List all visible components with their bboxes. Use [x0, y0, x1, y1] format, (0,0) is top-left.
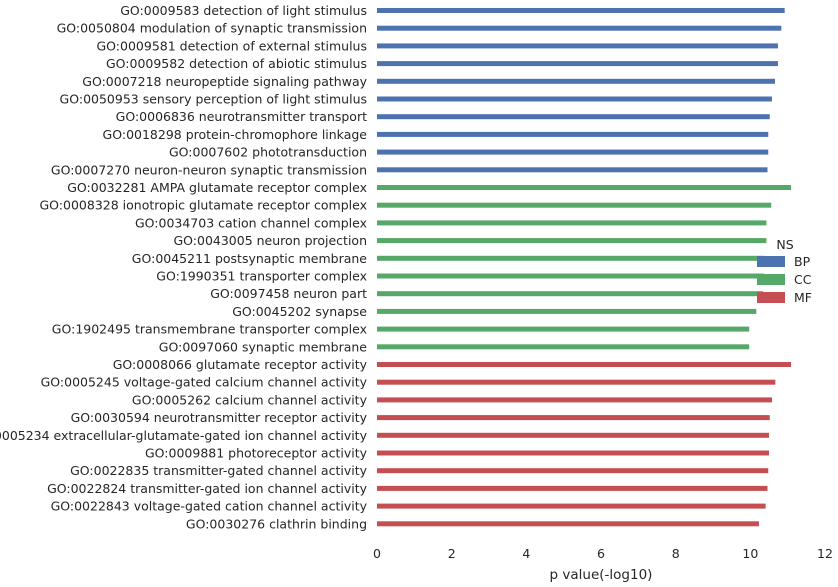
- bar-cc: [377, 291, 764, 297]
- category-label: GO:0097060 synaptic membrane: [159, 339, 368, 354]
- x-tick-label: 0: [373, 546, 381, 561]
- legend-swatch-cc: [757, 274, 785, 285]
- x-tick-label: 2: [448, 546, 456, 561]
- bar-cc: [377, 308, 757, 314]
- category-label: GO:0097458 neuron part: [210, 286, 367, 301]
- category-label: GO:0007602 phototransduction: [169, 145, 367, 160]
- category-label: GO:0022843 voltage-gated cation channel …: [51, 499, 368, 514]
- legend-label-cc: CC: [794, 272, 812, 287]
- category-label: GO:0005262 calcium channel activity: [132, 392, 368, 407]
- bar-cc: [377, 273, 764, 279]
- bar-mf: [377, 362, 792, 367]
- bar-bp: [377, 167, 768, 173]
- bar-cc: [377, 326, 750, 332]
- bar-mf: [377, 379, 776, 385]
- legend-title: NS: [776, 237, 793, 252]
- bar-bp: [377, 8, 785, 13]
- bar-bp: [377, 78, 775, 84]
- bar-bp: [377, 131, 769, 137]
- x-tick-label: 8: [672, 546, 680, 561]
- legend-swatch-bp: [757, 256, 785, 267]
- bar-cc: [377, 238, 767, 244]
- bars-layer: [377, 8, 792, 527]
- bar-bp: [377, 149, 769, 155]
- bar-mf: [377, 397, 772, 403]
- legend-label-mf: MF: [794, 290, 812, 305]
- bar-mf: [377, 521, 759, 527]
- x-axis-label: p value(-log10): [550, 567, 653, 583]
- category-label: GO:0022824 transmitter-gated ion channel…: [47, 481, 368, 496]
- category-label: GO:0043005 neuron projection: [173, 233, 367, 248]
- category-label: GO:0045202 synapse: [232, 304, 367, 319]
- bar-bp: [377, 114, 770, 120]
- category-label: GO:0009881 photoreceptor activity: [145, 446, 368, 461]
- category-label: GO:0030276 clathrin binding: [186, 516, 367, 531]
- category-label: GO:0050953 sensory perception of light s…: [60, 92, 367, 107]
- category-label: GO:1990351 transporter complex: [156, 269, 367, 284]
- legend: NS BP CC MF: [757, 237, 812, 305]
- category-label: GO:0007218 neuropeptide signaling pathwa…: [82, 74, 367, 89]
- bar-bp: [377, 96, 772, 102]
- category-label: GO:0045211 postsynaptic membrane: [132, 251, 368, 266]
- category-label: GO:0018298 protein-chromophore linkage: [103, 127, 368, 142]
- bar-mf: [377, 450, 769, 456]
- bar-bp: [377, 61, 778, 67]
- x-tick-label: 4: [522, 546, 530, 561]
- bar-mf: [377, 468, 769, 474]
- bar-bp: [377, 25, 782, 31]
- bar-bp: [377, 43, 778, 49]
- category-label: GO:0005234 extracellular-glutamate-gated…: [0, 428, 368, 443]
- category-label: GO:0030594 neurotransmitter receptor act…: [71, 410, 368, 425]
- category-label: GO:0005245 voltage-gated calcium channel…: [41, 375, 368, 390]
- category-label: GO:0008328 ionotropic glutamate receptor…: [40, 198, 368, 213]
- legend-label-bp: BP: [794, 254, 811, 269]
- category-label: GO:0009582 detection of abiotic stimulus: [106, 56, 367, 71]
- bar-cc: [377, 202, 772, 208]
- bar-cc: [377, 255, 765, 261]
- category-label: GO:0032281 AMPA glutamate receptor compl…: [67, 180, 367, 195]
- category-label: GO:0034703 cation channel complex: [135, 215, 367, 230]
- category-label: GO:0007270 neuron-neuron synaptic transm…: [51, 162, 367, 177]
- x-tick-label: 6: [597, 546, 605, 561]
- category-label: GO:0009583 detection of light stimulus: [120, 3, 367, 18]
- bar-mf: [377, 432, 769, 438]
- category-label: GO:0009581 detection of external stimulu…: [97, 38, 368, 53]
- bar-cc: [377, 220, 767, 226]
- bar-mf: [377, 503, 766, 509]
- category-label: GO:0022835 transmitter-gated channel act…: [70, 463, 367, 478]
- category-label: GO:1902495 transmembrane transporter com…: [52, 322, 367, 337]
- category-labels: GO:0009583 detection of light stimulus GO…: [0, 3, 368, 531]
- bar-mf: [377, 415, 770, 421]
- bar-cc: [377, 344, 750, 350]
- x-tick-label: 10: [742, 546, 758, 561]
- bar-cc: [377, 185, 792, 190]
- x-tick-label: 12: [817, 546, 833, 561]
- category-label: GO:0008066 glutamate receptor activity: [113, 357, 368, 372]
- category-label: GO:0050804 modulation of synaptic transm…: [57, 21, 367, 36]
- x-axis-ticks: 0 2 4 6 8 10 12: [373, 546, 833, 561]
- legend-swatch-mf: [757, 292, 785, 303]
- category-label: GO:0006836 neurotransmitter transport: [116, 109, 367, 124]
- bar-mf: [377, 485, 768, 491]
